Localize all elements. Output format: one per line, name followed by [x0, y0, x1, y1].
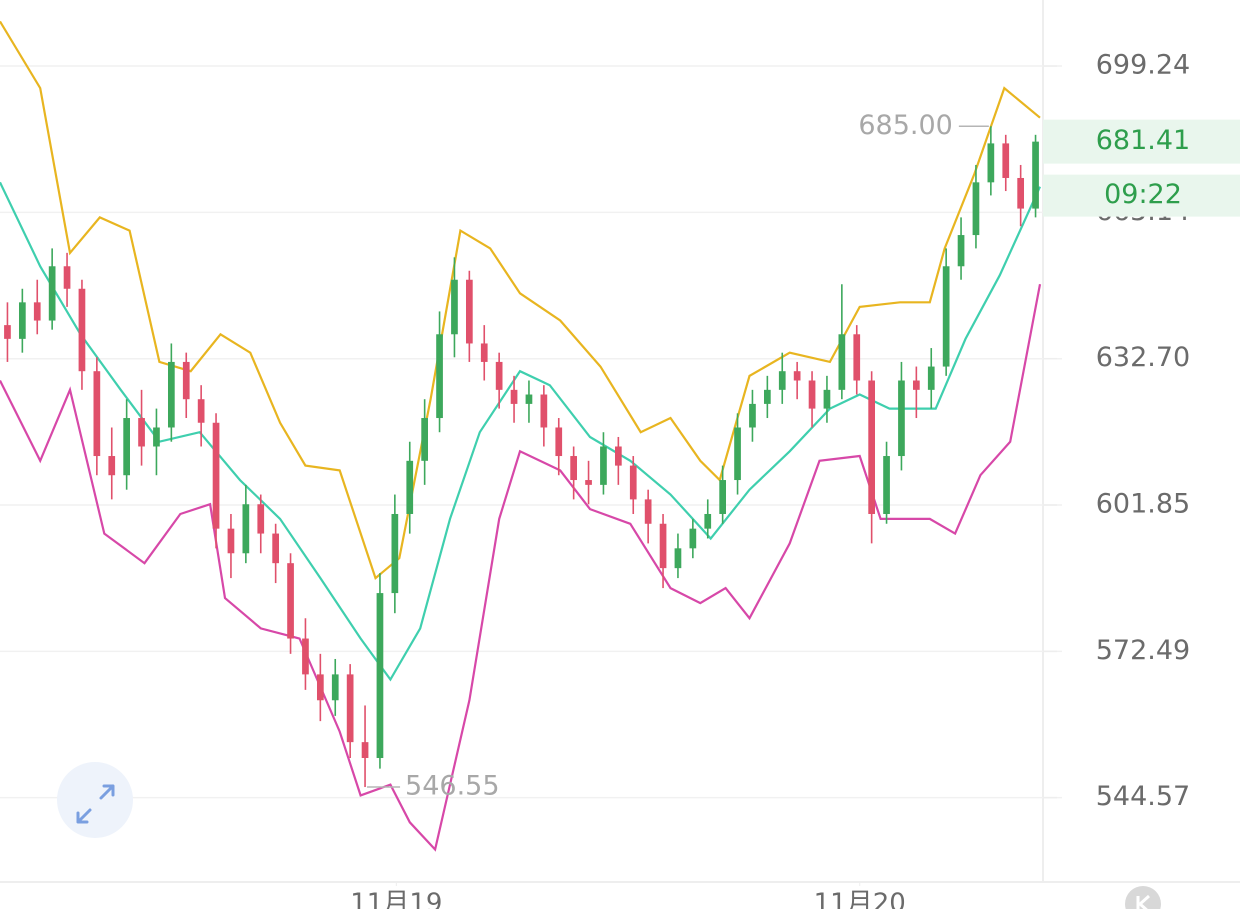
k-button[interactable]: [1125, 886, 1161, 909]
band-line: [0, 20, 1041, 580]
candle-body: [78, 288, 86, 372]
candle-body: [302, 638, 309, 675]
candle-body: [153, 427, 160, 447]
candle-body: [406, 460, 414, 514]
candle-body: [689, 528, 697, 549]
candle-body: [898, 380, 905, 457]
candle-body: [853, 334, 861, 381]
x-tick-label: 11月19: [350, 889, 442, 909]
candle-body: [540, 394, 548, 428]
candle-body: [212, 422, 220, 529]
candle-body: [361, 742, 369, 759]
candle-body: [957, 235, 965, 267]
candle-body: [614, 446, 622, 466]
candle-body: [257, 504, 265, 534]
y-tick-label: 632.70: [1096, 342, 1190, 373]
candle-body: [1002, 143, 1010, 178]
overlay: 685.00 546.55 681.41 09:22: [367, 110, 1240, 802]
candle-body: [808, 380, 816, 409]
expand-button[interactable]: [57, 762, 133, 838]
candle-body: [763, 389, 771, 404]
candle-body: [242, 504, 250, 554]
candle-body: [570, 456, 578, 481]
candle-body: [734, 427, 741, 481]
candle-body: [480, 343, 488, 362]
candle-body: [376, 593, 384, 759]
candle-body: [644, 499, 652, 524]
candles: [4, 126, 1039, 788]
candle-body: [510, 389, 518, 404]
candle-body: [883, 456, 890, 514]
candle-body: [749, 403, 756, 428]
y-tick-label: 601.85: [1096, 488, 1190, 519]
candle-body: [18, 302, 26, 339]
candle-body: [33, 302, 41, 321]
k-icon[interactable]: [1136, 894, 1150, 909]
candle-body: [704, 513, 712, 529]
last-price-label: 681.41: [1096, 125, 1190, 156]
candle-body: [629, 465, 637, 500]
candle-body: [316, 674, 324, 701]
y-tick-label: 572.49: [1096, 635, 1190, 666]
candle-body: [495, 361, 503, 390]
countdown-box: [1043, 174, 1240, 217]
candle-body: [525, 394, 533, 404]
candle-body: [4, 325, 11, 339]
high-marker-label: 685.00: [858, 110, 952, 141]
candle-body: [719, 480, 727, 514]
x-tick-label: 11月20: [814, 889, 906, 909]
last-price-box: [1043, 119, 1240, 164]
candle-body: [93, 371, 101, 457]
candle-body: [912, 380, 920, 390]
candle-body: [227, 528, 235, 554]
candle-body: [868, 380, 876, 514]
expand-icon[interactable]: [76, 784, 115, 824]
k-bg[interactable]: [1125, 886, 1161, 909]
candle-body: [63, 266, 71, 289]
y-tick-label: 699.24: [1096, 50, 1190, 81]
candle-body: [927, 366, 935, 390]
expand-bg[interactable]: [57, 762, 133, 838]
candle-body: [108, 456, 116, 476]
candle-body: [674, 548, 682, 569]
candle-body: [391, 513, 399, 594]
candle-body: [823, 389, 831, 409]
candle-body: [555, 427, 563, 457]
candle-body: [272, 533, 280, 564]
candle-body: [838, 334, 846, 390]
candle-body: [138, 418, 145, 447]
candle-body: [585, 480, 592, 485]
candle-body: [346, 674, 354, 743]
candle-body: [987, 143, 995, 183]
low-marker-label: 546.55: [405, 771, 499, 802]
candle-body: [451, 279, 458, 335]
candle-body: [778, 371, 786, 390]
candle-body: [659, 523, 667, 569]
candle-body: [1017, 177, 1025, 209]
candle-body: [942, 266, 950, 367]
candle-body: [182, 361, 190, 400]
candle-body: [972, 182, 980, 236]
candle-body: [1032, 141, 1039, 209]
candle-body: [436, 334, 443, 419]
candle-body: [465, 279, 473, 344]
y-tick-label: 544.57: [1096, 781, 1190, 812]
candle-body: [600, 446, 607, 485]
candle-body: [421, 418, 429, 461]
candle-body: [331, 674, 339, 701]
candle-body: [123, 418, 131, 476]
candle-body: [197, 399, 205, 423]
candle-body: [287, 563, 294, 639]
candle-body: [793, 371, 801, 381]
candle-body: [167, 361, 175, 428]
candle-body: [48, 266, 56, 321]
countdown-label: 09:22: [1104, 179, 1182, 210]
